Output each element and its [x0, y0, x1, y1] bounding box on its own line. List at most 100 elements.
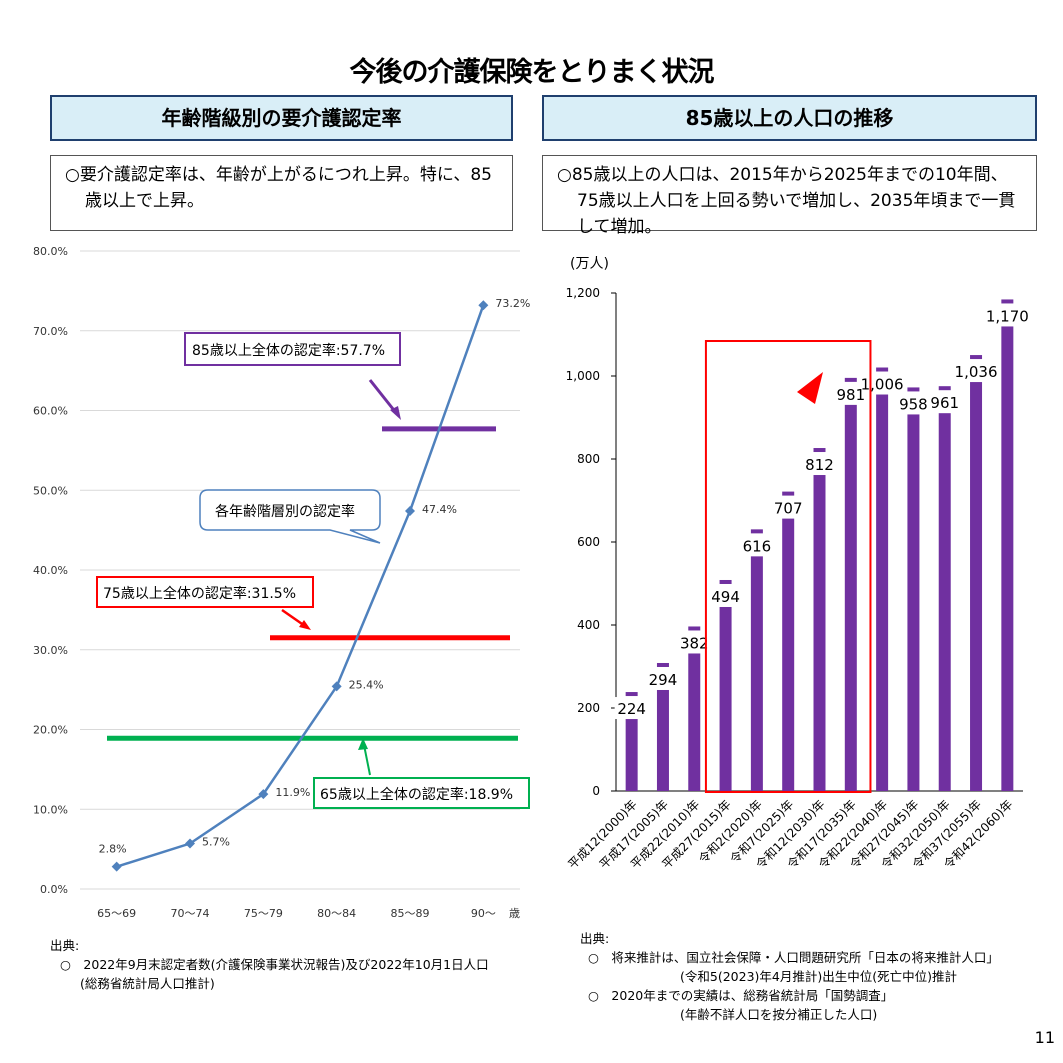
bar-label-bg — [959, 360, 994, 383]
page-title: 今後の介護保険をとりまく状況 — [349, 57, 715, 88]
bar — [625, 698, 638, 791]
y-tick-label: 0.0% — [40, 883, 68, 896]
bar-label: 382 — [680, 634, 709, 652]
bar-cap — [907, 387, 920, 392]
right-source-line-1: ○ 将来推計は、国立社会保障・人口問題研究所「日本の将来推計人口」 — [588, 950, 999, 965]
left-source-line-1: ○ 2022年9月末認定者数(介護保険事業状況報告)及び2022年10月1日人口 — [60, 957, 489, 972]
bar-label-bg — [708, 584, 743, 607]
callout-age-group-bubble — [199, 489, 381, 544]
bar-cap — [970, 355, 983, 360]
callout-over65-text: 65歳以上全体の認定率:18.9% — [320, 786, 513, 803]
data-point — [331, 681, 342, 692]
y-tick-label: 1,000 — [566, 369, 600, 383]
y-tick-label: 800 — [577, 452, 600, 466]
callout-over75-arrowhead — [299, 620, 311, 630]
callout-over75-arrow — [281, 608, 306, 628]
x-tick-label: 90〜 — [471, 907, 496, 920]
bar-cap — [688, 626, 701, 631]
bar-label-bg — [833, 382, 868, 405]
bar-label-bg — [865, 372, 900, 395]
right-description: ○85歳以上の人口は、2015年から2025年までの10年間、75歳以上人口を上… — [542, 155, 1037, 237]
bar-label: 981 — [836, 386, 865, 404]
x-tick-label: 70〜74 — [171, 907, 210, 920]
bar — [907, 393, 920, 791]
callout-over85-text: 85歳以上全体の認定率:57.7% — [192, 342, 385, 359]
bar-label-bg — [677, 631, 712, 654]
data-point — [405, 505, 415, 516]
y-tick-label: 80.0% — [33, 245, 68, 258]
callout-over85-arrow — [368, 379, 399, 415]
bar — [750, 535, 763, 791]
y-tick-label: 400 — [577, 618, 600, 632]
bar-label: 224 — [617, 700, 646, 718]
y-tick-label: 0 — [592, 784, 600, 798]
bar-cap — [1001, 299, 1014, 304]
bar-label-bg — [927, 391, 962, 414]
bar — [970, 361, 983, 791]
callout-age-group-text: 各年齢階層別の認定率 — [215, 503, 355, 520]
bar — [876, 373, 889, 791]
callout-over75-text: 75歳以上全体の認定率:31.5% — [103, 585, 296, 602]
page-number: 11 — [1034, 1028, 1055, 1047]
bar-label: 1,036 — [955, 363, 998, 381]
bar — [813, 454, 826, 791]
data-label: 5.7% — [202, 836, 230, 849]
bar — [844, 383, 857, 791]
x-tick-label: 80〜84 — [317, 907, 356, 920]
bar-label: 616 — [743, 537, 772, 555]
bar-cap — [719, 579, 732, 584]
left-source-line-2: (総務省統計局人口推計) — [80, 976, 215, 991]
bar-label: 294 — [649, 671, 678, 689]
y-tick-label: 10.0% — [33, 803, 68, 816]
bar-label-bg — [645, 667, 680, 690]
right-source-line-4: (年齢不詳人口を按分補正した人口) — [680, 1007, 878, 1022]
x-tick-label: 85〜89 — [391, 907, 430, 920]
right-source-line-3: ○ 2020年までの実績は、総務省統計局「国勢調査」 — [588, 988, 894, 1003]
callout-over65-arrowhead — [358, 738, 368, 750]
bar-cap — [750, 529, 763, 534]
right-source-line-2: (令和5(2023)年4月推計)出生中位(死亡中位)推計 — [680, 969, 957, 984]
left-source: 出典: ○ 2022年9月末認定者数(介護保険事業状況報告)及び2022年10月… — [50, 936, 530, 993]
bar-cap — [813, 448, 826, 453]
right-source-heading: 出典: — [580, 931, 610, 946]
left-source-heading: 出典: — [50, 938, 80, 953]
callout-over75-box — [96, 576, 314, 608]
right-section-header: 85歳以上の人口の推移 — [542, 95, 1037, 141]
y-tick-label: 40.0% — [33, 564, 68, 577]
data-point — [185, 838, 195, 849]
bar — [656, 668, 669, 791]
bar-label-bg — [896, 392, 931, 415]
data-label: 11.9% — [275, 786, 310, 799]
bar-label-bg — [739, 534, 774, 557]
y-tick-label: 60.0% — [33, 405, 68, 418]
y-tick-label: 1,200 — [566, 286, 600, 300]
data-point — [478, 300, 489, 311]
callout-over65-box — [313, 777, 530, 809]
callout-over85-arrowhead — [390, 406, 401, 420]
y-tick-label: 70.0% — [33, 325, 68, 338]
y-tick-label: 30.0% — [33, 644, 68, 657]
y-tick-label: 20.0% — [33, 724, 68, 737]
bar — [688, 632, 701, 791]
bar — [1001, 305, 1014, 791]
bar-label: 812 — [805, 456, 834, 474]
x-tick-label: 65〜69 — [97, 907, 136, 920]
bar — [719, 585, 732, 791]
bar-label-bg — [771, 496, 806, 519]
bar-label-bg — [802, 453, 837, 476]
bar-label: 1,006 — [861, 376, 904, 394]
data-label: 47.4% — [422, 503, 457, 516]
data-label: 2.8% — [99, 843, 127, 856]
bar — [938, 392, 951, 791]
series-line — [116, 304, 485, 868]
data-point — [111, 861, 122, 872]
certification-rate-line-chart: 0.0% 10.0% 20.0% 30.0% 40.0% 50.0% 60.0% 70.0% 8… — [33, 245, 530, 920]
bar-cap — [625, 692, 638, 697]
y-tick-label: 50.0% — [33, 484, 68, 497]
bar-label-bg — [614, 697, 649, 720]
x-tick-label: 75〜79 — [244, 907, 283, 920]
y-axis-unit-label: (万人) — [570, 256, 609, 272]
bar-cap — [656, 662, 669, 667]
bar-label: 494 — [711, 588, 740, 606]
